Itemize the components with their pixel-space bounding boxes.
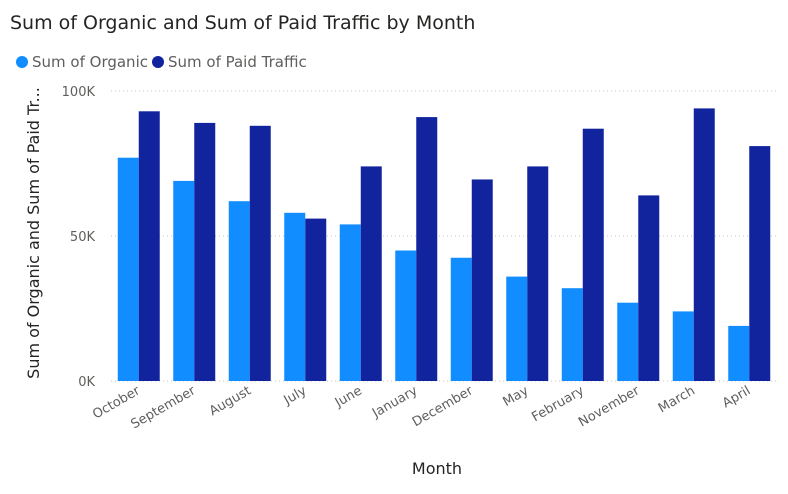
legend-label-paid: Sum of Paid Traffic [167, 53, 307, 71]
x-tick-label: November [576, 383, 643, 430]
bar-organic[interactable] [339, 224, 361, 381]
y-axis-title: Sum of Organic and Sum of Paid Tr... [24, 87, 43, 379]
x-tick-label: August [207, 383, 254, 419]
y-tick-label: 50K [70, 230, 96, 245]
bar-paid-traffic[interactable] [360, 166, 382, 381]
legend-dot-organic [16, 56, 28, 68]
x-tick-label: March [656, 383, 698, 416]
bar-paid-traffic[interactable] [638, 195, 660, 381]
x-tick-label: April [720, 383, 753, 411]
bar-paid-traffic[interactable] [471, 179, 493, 381]
legend-dot-paid [151, 56, 164, 68]
bar-paid-traffic[interactable] [582, 128, 604, 381]
x-tick-label: May [500, 383, 531, 410]
bar-paid-traffic[interactable] [527, 166, 549, 381]
bar-paid-traffic[interactable] [194, 122, 216, 382]
bar-organic[interactable] [561, 288, 583, 381]
y-tick-label: 100K [62, 85, 96, 100]
legend-item-organic[interactable]: Sum of Organic [16, 53, 148, 71]
gridlines [111, 90, 777, 382]
bar-paid-traffic[interactable] [305, 218, 327, 381]
bar-organic[interactable] [173, 180, 195, 381]
legend-item-paid[interactable]: Sum of Paid Traffic [151, 53, 307, 71]
bar-paid-traffic[interactable] [249, 125, 271, 381]
bar-organic[interactable] [117, 157, 139, 381]
x-axis-title: Month [412, 459, 462, 478]
bar-paid-traffic[interactable] [693, 108, 715, 382]
bar-organic[interactable] [284, 212, 306, 381]
legend: Sum of Organic Sum of Paid Traffic [16, 53, 311, 71]
bar-paid-traffic[interactable] [416, 117, 438, 381]
x-tick-label: June [332, 383, 365, 411]
chart-title: Sum of Organic and Sum of Paid Traffic b… [10, 12, 476, 34]
legend-label-organic: Sum of Organic [32, 53, 148, 71]
bar-organic[interactable] [506, 276, 528, 381]
bar-organic[interactable] [450, 257, 472, 381]
y-axis-ticks: 0K 50K 100K [62, 85, 96, 390]
bar-paid-traffic[interactable] [749, 146, 771, 381]
bars [117, 108, 771, 382]
bar-paid-traffic[interactable] [138, 111, 160, 382]
bar-organic[interactable] [672, 311, 694, 381]
bar-organic[interactable] [228, 201, 250, 381]
x-tick-label: July [281, 383, 310, 408]
x-tick-label: December [410, 383, 476, 430]
bar-organic[interactable] [728, 325, 750, 381]
bar-organic[interactable] [395, 250, 417, 382]
y-tick-label: 0K [78, 375, 95, 390]
bar-organic[interactable] [617, 302, 639, 381]
